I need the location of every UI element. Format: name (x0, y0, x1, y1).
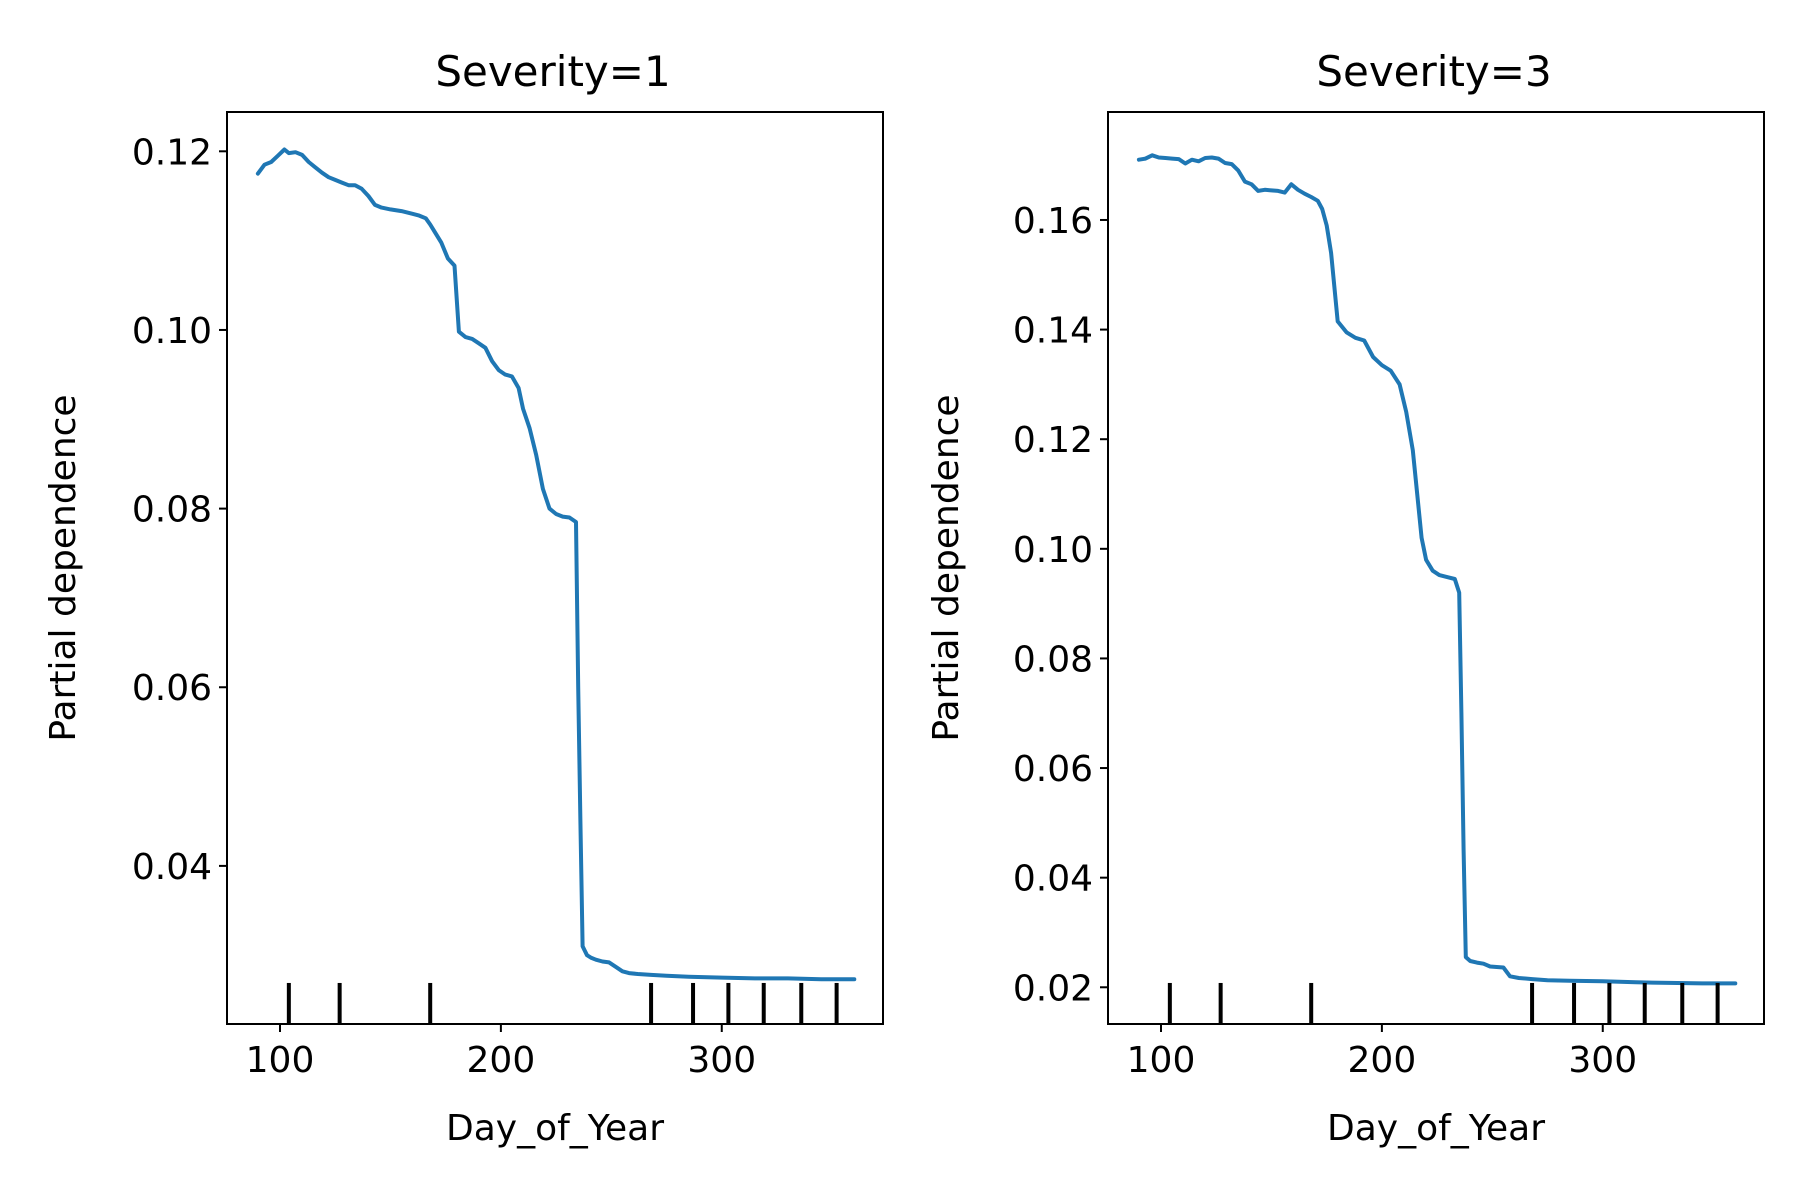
panel-severity-3: Severity=3 Day_of_Year Partial dependenc… (926, 47, 1765, 1149)
x-tick-label: 100 (1127, 1040, 1196, 1081)
y-axis-label: Partial dependence (926, 394, 967, 741)
partial-dependence-line (1136, 153, 1738, 986)
y-tick-label: 0.02 (1013, 968, 1093, 1009)
y-tick-label: 0.14 (1013, 311, 1093, 352)
panel-severity-1: Severity=1 Day_of_Year Partial dependenc… (43, 47, 884, 1149)
y-tick-label: 0.04 (1013, 859, 1093, 900)
y-tick-label: 0.04 (132, 847, 212, 888)
x-axis-label: Day_of_Year (446, 1108, 664, 1149)
plot-frame (1107, 111, 1765, 1025)
panel-title: Severity=3 (1316, 47, 1551, 96)
panel-title: Severity=1 (435, 47, 670, 96)
y-tick-label: 0.06 (1013, 749, 1093, 790)
x-axis-label: Day_of_Year (1327, 1108, 1545, 1149)
y-tick-label: 0.10 (1013, 530, 1093, 571)
y-tick-label: 0.12 (1013, 420, 1093, 461)
y-tick-label: 0.06 (132, 668, 212, 709)
x-tick-label: 200 (1348, 1040, 1417, 1081)
plot-frame (226, 111, 884, 1025)
y-axis-label: Partial dependence (43, 394, 84, 741)
x-tick-label: 300 (1568, 1040, 1637, 1081)
x-tick-label: 100 (246, 1040, 315, 1081)
y-tick-label: 0.10 (132, 311, 212, 352)
x-tick-label: 300 (687, 1040, 756, 1081)
y-tick-label: 0.12 (132, 132, 212, 173)
partial-dependence-line (255, 147, 857, 982)
y-tick-label: 0.08 (1013, 639, 1093, 680)
x-tick-label: 200 (467, 1040, 536, 1081)
y-tick-label: 0.16 (1013, 201, 1093, 242)
y-tick-label: 0.08 (132, 490, 212, 531)
